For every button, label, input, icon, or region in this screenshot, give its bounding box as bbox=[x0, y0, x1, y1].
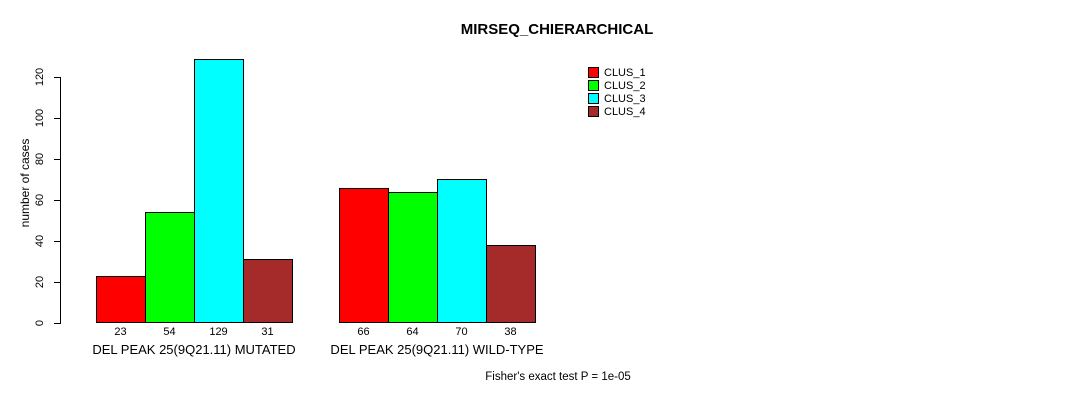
y-tick-label: 0 bbox=[34, 319, 46, 327]
legend-color-swatch bbox=[588, 80, 599, 91]
bar-value-label: 70 bbox=[455, 326, 468, 338]
legend: CLUS_1 CLUS_2 CLUS_3 CLUS_4 bbox=[588, 66, 646, 118]
bar-clus_1 bbox=[339, 188, 389, 323]
bar-clus_2 bbox=[145, 212, 195, 323]
y-tick-mark bbox=[54, 118, 60, 119]
bar-clus_3 bbox=[437, 179, 487, 323]
legend-label: CLUS_4 bbox=[604, 105, 646, 118]
legend-color-swatch bbox=[588, 67, 599, 78]
y-tick-label: 40 bbox=[34, 234, 46, 248]
legend-label: CLUS_1 bbox=[604, 66, 646, 79]
chart-title: MIRSEQ_CHIERARCHICAL bbox=[460, 21, 654, 38]
y-tick-mark bbox=[54, 200, 60, 201]
bar-value-label: 64 bbox=[406, 326, 419, 338]
bar-clus_4 bbox=[486, 245, 536, 323]
y-tick-mark bbox=[54, 323, 60, 324]
y-tick-label: 20 bbox=[34, 275, 46, 289]
bar-clus_3 bbox=[194, 59, 244, 323]
bar-value-label: 66 bbox=[357, 326, 370, 338]
y-axis-label: number of cases bbox=[18, 138, 32, 228]
y-tick-label: 100 bbox=[34, 108, 46, 128]
group-label: DEL PEAK 25(9Q21.11) MUTATED bbox=[92, 342, 296, 357]
legend-item-clus_2: CLUS_2 bbox=[588, 79, 646, 92]
bar-clus_4 bbox=[243, 259, 293, 323]
legend-label: CLUS_3 bbox=[604, 92, 646, 105]
bar-clus_2 bbox=[388, 192, 438, 323]
legend-color-swatch bbox=[588, 106, 599, 117]
legend-color-swatch bbox=[588, 93, 599, 104]
fisher-test-annotation: Fisher's exact test P = 1e-05 bbox=[485, 371, 631, 383]
y-tick-mark bbox=[54, 241, 60, 242]
y-tick-label: 60 bbox=[34, 193, 46, 207]
bar-value-label: 38 bbox=[504, 326, 517, 338]
y-tick-mark bbox=[54, 282, 60, 283]
legend-item-clus_4: CLUS_4 bbox=[588, 105, 646, 118]
y-axis-line bbox=[60, 77, 61, 324]
bar-value-label: 23 bbox=[114, 326, 127, 338]
y-tick-mark bbox=[54, 77, 60, 78]
y-tick-mark bbox=[54, 159, 60, 160]
y-tick-label: 80 bbox=[34, 152, 46, 166]
legend-label: CLUS_2 bbox=[604, 79, 646, 92]
legend-item-clus_1: CLUS_1 bbox=[588, 66, 646, 79]
group-label: DEL PEAK 25(9Q21.11) WILD-TYPE bbox=[330, 342, 544, 357]
bar-clus_1 bbox=[96, 276, 146, 323]
y-tick-label: 120 bbox=[34, 67, 46, 87]
bar-value-label: 129 bbox=[209, 326, 228, 338]
bar-value-label: 54 bbox=[163, 326, 176, 338]
bar-value-label: 31 bbox=[261, 326, 274, 338]
legend-item-clus_3: CLUS_3 bbox=[588, 92, 646, 105]
